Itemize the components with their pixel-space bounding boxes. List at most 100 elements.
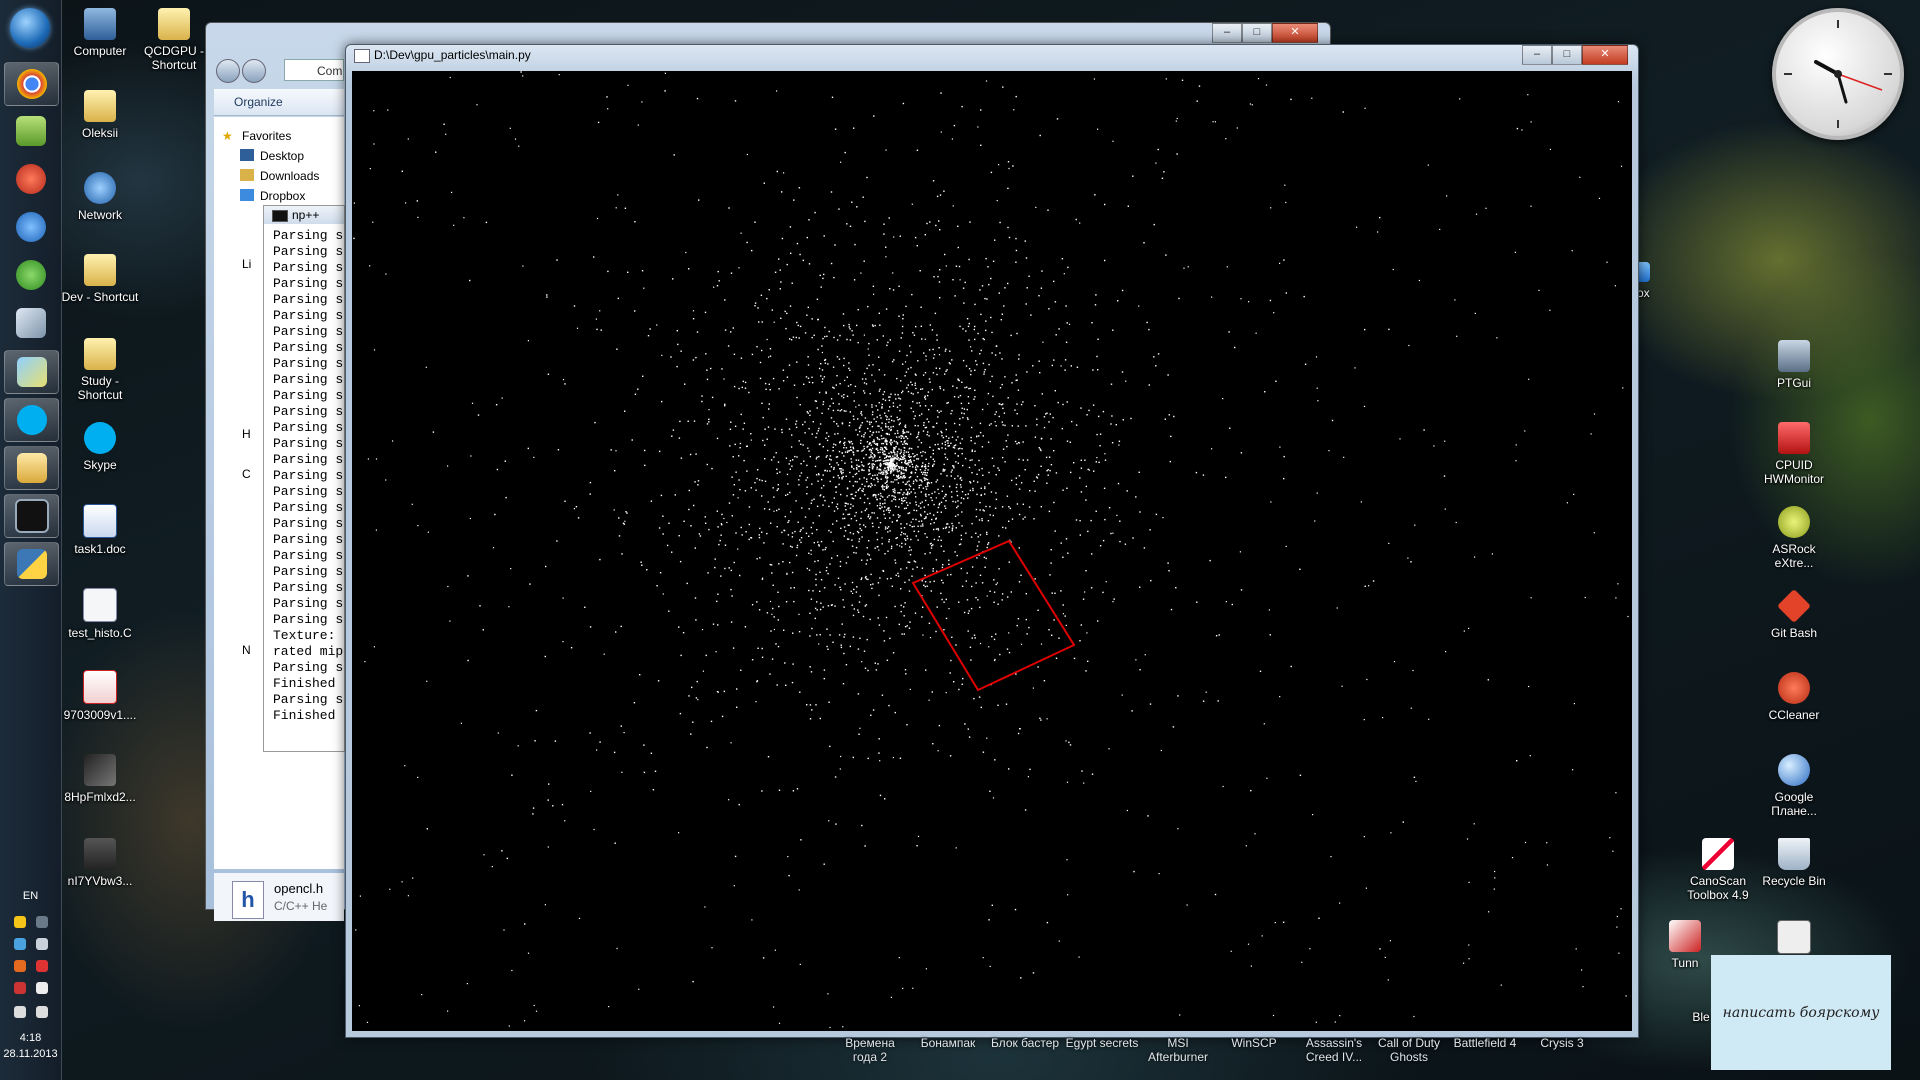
- desktop-icon-dev[interactable]: Dev - Shortcut: [58, 254, 142, 304]
- desktop-icon-vremena[interactable]: Времена года 2: [845, 1036, 895, 1064]
- language-indicator[interactable]: EN: [22, 890, 39, 902]
- desktop-icon-bonampak[interactable]: Бонампак: [920, 1036, 976, 1050]
- desktop-icon-canoscan[interactable]: CanoScan Toolbox 4.9: [1676, 838, 1760, 902]
- desktop-icon-oleksii[interactable]: Oleksii: [58, 90, 142, 140]
- particle: [1113, 598, 1115, 600]
- utorrent-taskbar-button[interactable]: [4, 254, 57, 296]
- nav-network[interactable]: N: [242, 643, 251, 657]
- desktop-icon-hwmonitor[interactable]: CPUID HWMonitor: [1752, 422, 1836, 486]
- gpu-particles-window[interactable]: D:\Dev\gpu_particles\main.py – □ ✕: [345, 44, 1639, 1038]
- address-bar[interactable]: Com: [284, 59, 344, 81]
- nav-libraries[interactable]: Li: [242, 257, 252, 271]
- desktop-icon-cod[interactable]: Call of Duty Ghosts: [1377, 1036, 1441, 1064]
- console-taskbar-button[interactable]: [4, 494, 59, 538]
- tray-icon[interactable]: [14, 960, 26, 972]
- back-button[interactable]: [216, 59, 240, 83]
- render-canvas[interactable]: [352, 71, 1632, 1031]
- messenger-taskbar-button[interactable]: [4, 350, 59, 394]
- close-button[interactable]: ✕: [1272, 23, 1318, 43]
- clock-gadget[interactable]: [1772, 8, 1904, 140]
- desktop-icon-xl[interactable]: [1772, 920, 1816, 958]
- desktop-icon-ccleaner[interactable]: CCleaner: [1752, 672, 1836, 722]
- tray-date[interactable]: 28.11.2013: [3, 1048, 58, 1060]
- desktop-icon-test-histo[interactable]: test_histo.C: [58, 588, 142, 640]
- sticky-note[interactable]: написать боярскому: [1711, 955, 1891, 1070]
- particle: [810, 598, 813, 600]
- notepad-taskbar-button[interactable]: [4, 110, 57, 152]
- speaker-icon[interactable]: [36, 1006, 48, 1018]
- nav-homegroup[interactable]: H: [242, 427, 251, 441]
- desktop-icon-skype[interactable]: Skype: [58, 422, 142, 472]
- start-button[interactable]: [10, 8, 50, 48]
- desktop-icon-qcdgpu[interactable]: QCDGPU - Shortcut: [132, 8, 216, 72]
- nav-computer[interactable]: C: [242, 467, 251, 481]
- desktop-icon-study[interactable]: Study - Shortcut: [58, 338, 142, 402]
- tray-icon[interactable]: [14, 938, 26, 950]
- particle: [701, 395, 703, 397]
- particle: [644, 464, 646, 467]
- minimize-button[interactable]: –: [1212, 23, 1242, 43]
- particle: [908, 480, 910, 482]
- skype-taskbar-button[interactable]: [4, 398, 59, 442]
- box-taskbar-button[interactable]: [4, 302, 57, 344]
- particle: [956, 483, 958, 486]
- network-tray-icon[interactable]: [14, 1006, 26, 1018]
- maximize-button[interactable]: □: [1242, 23, 1272, 43]
- particle: [1301, 961, 1303, 963]
- minimize-button[interactable]: –: [1522, 45, 1552, 65]
- tray-icon[interactable]: [36, 938, 48, 950]
- particle: [1627, 615, 1629, 618]
- desktop-icon-tunngle[interactable]: Tunn: [1660, 920, 1710, 970]
- python-taskbar-button[interactable]: [4, 542, 59, 586]
- desktop-icon-network[interactable]: Network: [58, 172, 142, 222]
- desktop-icon-winscp[interactable]: WinSCP: [1231, 1036, 1277, 1050]
- volume-icon[interactable]: [36, 960, 48, 972]
- particle: [792, 459, 794, 461]
- desktop-icon-battlefield[interactable]: Battlefield 4: [1453, 1036, 1517, 1050]
- desktop-icon-assassins[interactable]: Assassin's Creed IV...: [1305, 1036, 1363, 1064]
- nav-favorites[interactable]: Favorites: [242, 129, 292, 143]
- nav-desktop[interactable]: Desktop: [260, 149, 305, 163]
- console-title-bar[interactable]: np++: [264, 206, 344, 224]
- nav-downloads[interactable]: Downloads: [260, 169, 320, 183]
- desktop-icon-msi[interactable]: MSI Afterburner: [1147, 1036, 1209, 1064]
- tray-icon[interactable]: [14, 982, 26, 994]
- close-button[interactable]: ✕: [1582, 45, 1628, 65]
- organize-button[interactable]: Organize: [234, 95, 283, 109]
- desktop-icon-google-earth[interactable]: Google Плане...: [1752, 754, 1836, 818]
- desktop-icon-task1[interactable]: task1.doc: [58, 504, 142, 556]
- desktop-icon-recycle-bin[interactable]: Recycle Bin: [1752, 838, 1836, 888]
- maximize-button[interactable]: □: [1552, 45, 1582, 65]
- particle: [866, 547, 868, 549]
- desktop-icon-egypt[interactable]: Egypt secrets: [1065, 1036, 1139, 1050]
- particle: [829, 463, 831, 465]
- desktop-icon-crysis[interactable]: Crysis 3: [1540, 1036, 1584, 1050]
- tray-icon[interactable]: [14, 916, 26, 928]
- desktop-icon-video[interactable]: nI7YVbw3...: [58, 838, 142, 888]
- chrome-taskbar-button[interactable]: [4, 62, 59, 106]
- desktop-icon-blok-baster[interactable]: Блок бастер: [990, 1036, 1060, 1050]
- nav-dropbox[interactable]: Dropbox: [260, 189, 306, 203]
- console-window[interactable]: np++ Parsing s Parsing s Parsing s Parsi…: [263, 205, 345, 752]
- explorer-taskbar-button[interactable]: [4, 446, 59, 490]
- desktop-icon-computer[interactable]: Computer: [58, 8, 142, 58]
- desktop-icon-ptgui[interactable]: PTGui: [1752, 340, 1836, 390]
- particle: [920, 471, 923, 473]
- desktop-icon-ble[interactable]: Ble: [1686, 1010, 1716, 1024]
- tray-icon[interactable]: [36, 916, 48, 928]
- forward-button[interactable]: [242, 59, 266, 83]
- particle: [885, 456, 887, 459]
- ie-taskbar-button[interactable]: [4, 206, 57, 248]
- tray-time[interactable]: 4:18: [19, 1032, 42, 1044]
- particle: [1026, 459, 1029, 461]
- desktop-icon-git-bash[interactable]: Git Bash: [1752, 589, 1836, 640]
- particle: [501, 850, 503, 852]
- particle: [879, 324, 881, 326]
- particle: [1060, 542, 1062, 544]
- flag-icon[interactable]: [36, 982, 48, 994]
- desktop-icon-asrock[interactable]: ASRock eXtre...: [1752, 506, 1836, 570]
- c-file-icon: [83, 588, 117, 622]
- desktop-icon-pdf[interactable]: 9703009v1....: [58, 670, 142, 722]
- paint-taskbar-button[interactable]: [4, 158, 57, 200]
- desktop-icon-image[interactable]: 8HpFmlxd2...: [58, 754, 142, 804]
